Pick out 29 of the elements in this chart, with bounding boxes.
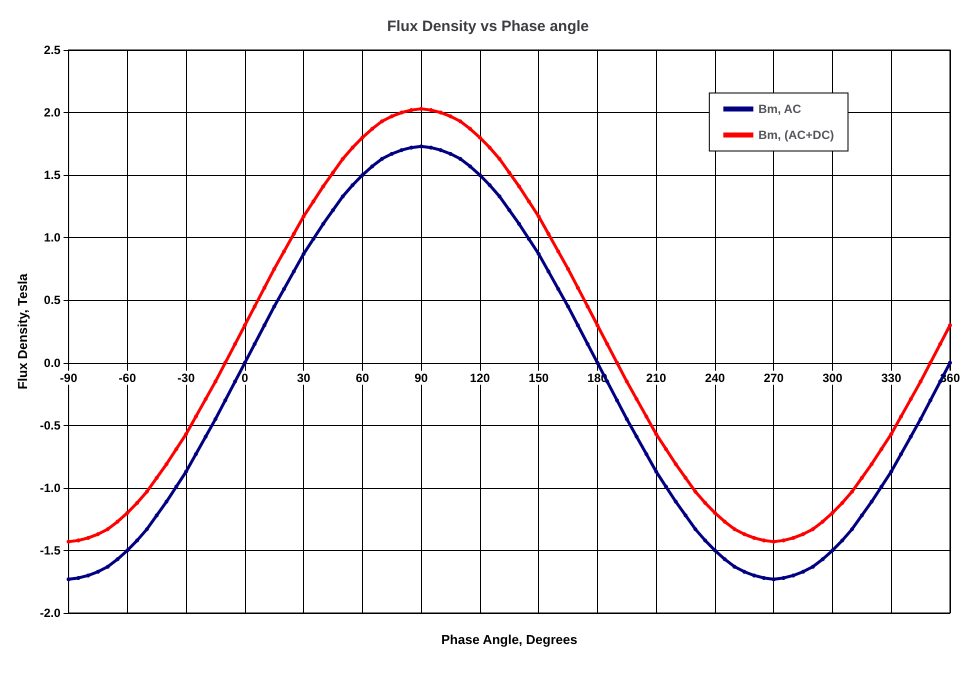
- x-tick-label: -90: [60, 370, 78, 385]
- x-tick-label: 210: [646, 370, 667, 385]
- y-tick-label: -0.5: [40, 418, 61, 432]
- y-tick-label: 1.0: [44, 230, 61, 245]
- x-tick-label: 240: [704, 370, 726, 385]
- x-tick-label: -30: [177, 370, 196, 385]
- y-tick-label: 0.5: [44, 293, 61, 308]
- x-tick-label: 120: [470, 370, 490, 385]
- x-tick-label: 60: [356, 370, 370, 385]
- y-axis-title: Flux Density, Tesla: [15, 272, 30, 390]
- x-tick-label: 270: [764, 370, 784, 385]
- x-tick-label: 90: [414, 370, 428, 385]
- x-tick-label: -60: [118, 370, 136, 385]
- legend-label: Bm, (AC+DC): [758, 128, 834, 142]
- x-tick-label: 300: [822, 370, 843, 385]
- chart-title: Flux Density vs Phase angle: [387, 18, 589, 35]
- x-tick-label: 150: [528, 370, 549, 385]
- x-tick-label: 0: [242, 370, 249, 385]
- y-tick-label: 2.0: [44, 106, 61, 120]
- y-tick-label: -1.5: [40, 543, 61, 558]
- legend-label: Bm, AC: [758, 102, 802, 116]
- y-tick-label: 0.0: [44, 356, 61, 370]
- x-tick-label: 30: [296, 370, 311, 385]
- x-tick-label: 330: [881, 370, 902, 385]
- x-axis-title: Phase Angle, Degrees: [441, 632, 578, 647]
- y-tick-label: -2.0: [40, 606, 61, 620]
- y-tick-label: -1.0: [40, 480, 61, 495]
- y-tick-label: 1.5: [44, 168, 61, 182]
- y-tick-label: 2.5: [44, 43, 61, 57]
